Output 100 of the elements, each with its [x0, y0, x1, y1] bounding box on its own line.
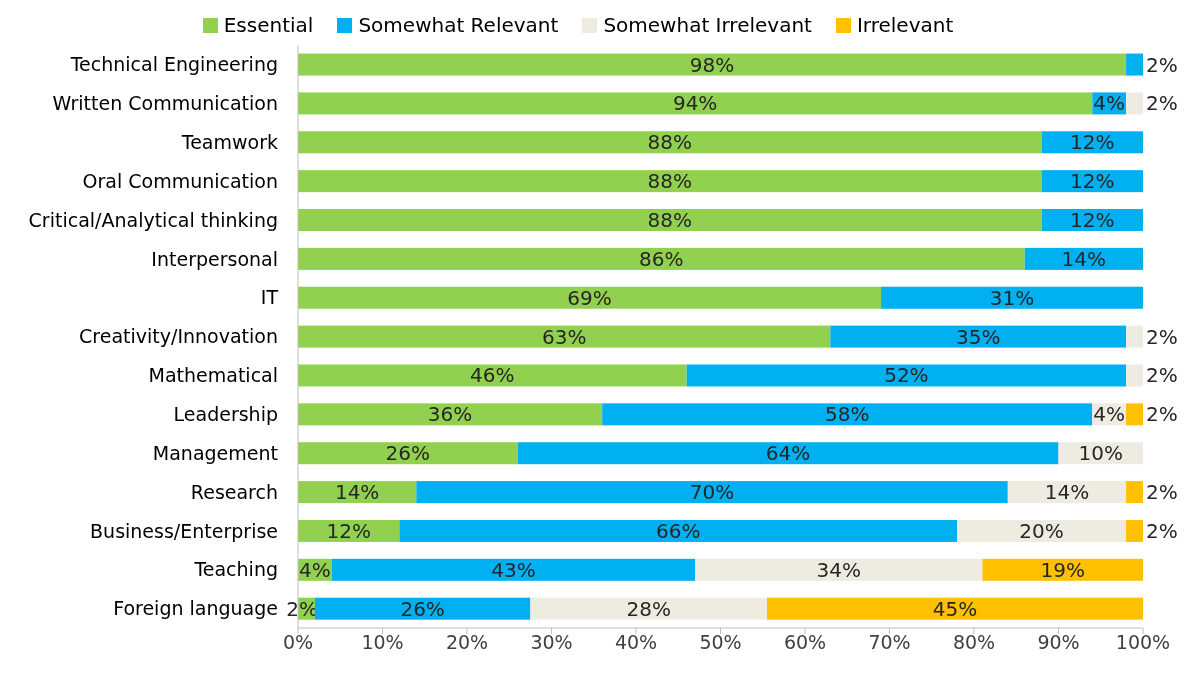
bar [1126, 364, 1143, 387]
data-label: 19% [1040, 557, 1085, 582]
bar [1126, 92, 1143, 115]
data-label: 35% [956, 324, 1001, 349]
data-label: 88% [647, 208, 693, 233]
data-label: 70% [689, 480, 735, 505]
x-tick-label: 50% [699, 631, 742, 654]
bar [298, 325, 831, 348]
x-tick-label: 80% [952, 631, 996, 654]
data-label: 2% [1146, 480, 1178, 505]
bar [298, 170, 1042, 193]
y-tick-label: Critical/Analytical thinking [28, 208, 278, 231]
legend-label: Irrelevant [856, 13, 954, 37]
bar [881, 286, 1143, 309]
data-label: 2% [1146, 363, 1178, 388]
data-label: 98% [689, 52, 735, 77]
bar [1126, 53, 1143, 76]
data-label: 2% [1146, 402, 1178, 427]
x-tick-label: 10% [361, 631, 404, 654]
data-label: 26% [385, 441, 431, 466]
bar [1126, 481, 1143, 504]
bar [298, 247, 1025, 270]
bar [686, 364, 1127, 387]
y-tick-label: Interpersonal [151, 247, 278, 270]
data-label: 86% [639, 246, 684, 271]
data-label: 4% [1093, 91, 1126, 116]
data-label: 63% [541, 324, 587, 349]
data-label: 43% [491, 557, 536, 582]
data-label: 64% [765, 441, 811, 466]
data-label: 2% [1146, 324, 1178, 349]
data-label: 14% [1044, 480, 1090, 505]
bar [298, 131, 1042, 154]
bar [517, 442, 1059, 465]
data-label: 12% [1070, 169, 1115, 194]
x-tick-label: 60% [783, 631, 827, 654]
bar [298, 209, 1042, 232]
legend-label: Essential [223, 13, 314, 37]
data-label: 88% [647, 169, 693, 194]
data-label: 45% [932, 596, 978, 621]
bar [399, 519, 958, 542]
data-label: 2% [1146, 91, 1178, 116]
y-tick-label: Written Communication [52, 92, 278, 115]
data-label: 88% [647, 130, 693, 155]
data-label: 4% [299, 557, 331, 582]
bar [830, 325, 1127, 348]
data-label: 20% [1019, 518, 1064, 543]
y-tick-label: Teaching [193, 558, 278, 581]
data-label: 14% [334, 480, 380, 505]
bar [530, 597, 767, 620]
data-label: 10% [1078, 441, 1123, 466]
y-tick-label: Foreign language [113, 597, 278, 620]
y-tick-label: Creativity/Innovation [79, 325, 278, 348]
y-tick-label: Business/Enterprise [90, 519, 278, 542]
data-label: 26% [400, 596, 445, 621]
bar [695, 558, 983, 581]
bar [416, 481, 1008, 504]
data-label: 12% [326, 518, 371, 543]
data-label: 36% [427, 402, 473, 427]
data-label: 28% [626, 596, 671, 621]
bar [766, 597, 1143, 620]
y-tick-label: Research [190, 480, 278, 503]
legend-label: Somewhat Relevant [358, 13, 559, 37]
data-label: 34% [816, 557, 862, 582]
bar [298, 364, 687, 387]
x-tick-label: 20% [445, 631, 489, 654]
data-label: 2% [1146, 518, 1178, 543]
x-tick-label: 70% [868, 631, 911, 654]
bar [298, 442, 518, 465]
y-tick-label: IT [260, 286, 279, 309]
x-tick-label: 0% [282, 631, 314, 654]
data-label: 69% [567, 285, 612, 310]
y-tick-label: Teamwork [180, 130, 278, 153]
data-label: 31% [989, 285, 1035, 310]
bar [298, 53, 1127, 76]
data-label: 58% [825, 402, 870, 427]
data-label: 66% [656, 518, 701, 543]
data-label: 94% [672, 91, 718, 116]
data-label: 4% [1093, 402, 1126, 427]
x-tick-label: 30% [530, 631, 573, 654]
data-label: 14% [1061, 246, 1107, 271]
data-label: 46% [470, 363, 515, 388]
bar [298, 92, 1093, 115]
y-tick-label: Oral Communication [82, 169, 278, 192]
bar [982, 558, 1143, 581]
data-label: 12% [1070, 130, 1115, 155]
data-label: 2% [1146, 52, 1178, 77]
y-tick-label: Mathematical [148, 364, 278, 387]
data-label: 12% [1070, 208, 1115, 233]
bar [314, 597, 531, 620]
bar [331, 558, 696, 581]
y-tick-label: Technical Engineering [69, 53, 278, 76]
bar [1126, 519, 1143, 542]
x-tick-label: 100% [1115, 631, 1171, 654]
x-tick-label: 90% [1037, 631, 1080, 654]
bar [298, 403, 603, 426]
bar [957, 519, 1127, 542]
y-tick-label: Management [152, 441, 278, 464]
bar [298, 286, 882, 309]
data-label: 52% [884, 363, 929, 388]
legend-label: Somewhat Irrelevant [603, 13, 812, 37]
